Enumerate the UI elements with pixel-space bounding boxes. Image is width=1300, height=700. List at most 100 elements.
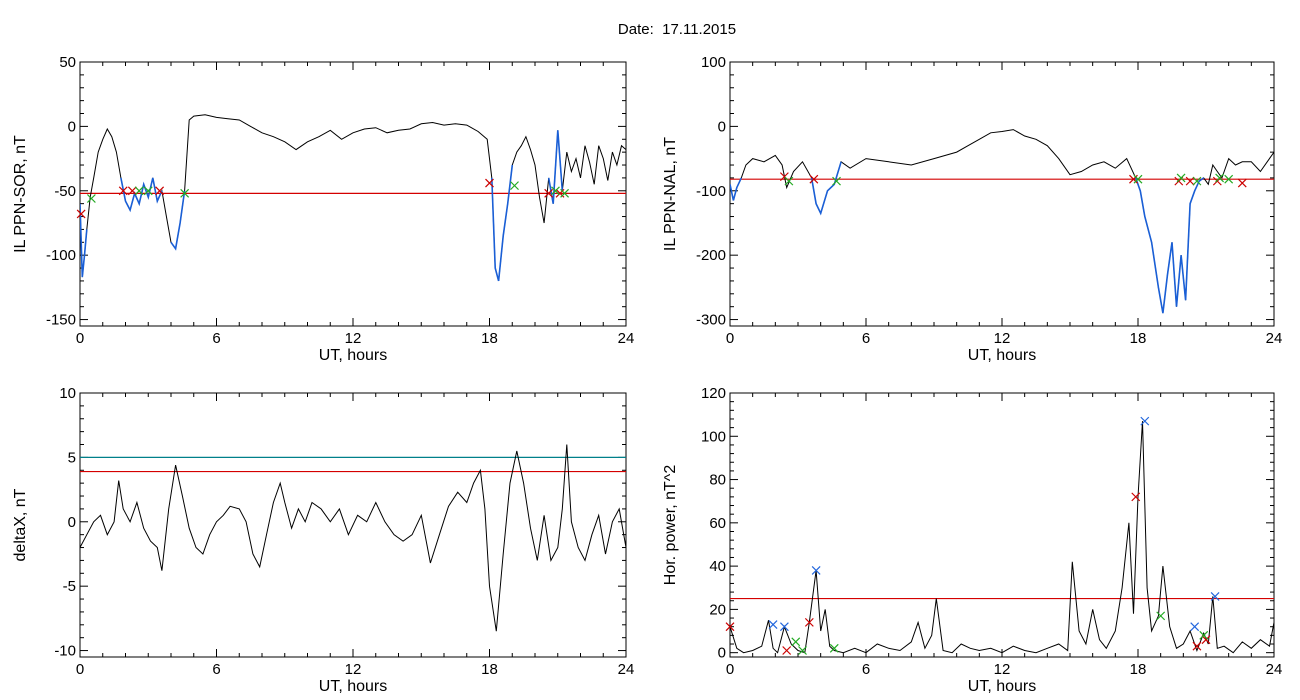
green-cross-marker — [551, 186, 560, 196]
y-axis-label: deltaX, nT — [12, 488, 29, 561]
blue-cross-marker — [811, 566, 821, 575]
green-cross-marker — [1192, 176, 1202, 186]
y-tick-label: 0 — [718, 645, 726, 662]
series-line — [80, 444, 626, 632]
event-segment — [730, 177, 743, 201]
x-tick-label: 6 — [212, 330, 220, 347]
y-tick-label: 0 — [68, 118, 76, 135]
x-tick-label: 18 — [1130, 661, 1147, 678]
green-cross-marker — [1224, 174, 1234, 184]
green-cross-marker — [180, 188, 190, 198]
red-cross-marker — [809, 174, 819, 184]
x-tick-label: 24 — [1266, 661, 1283, 678]
y-tick-label: 40 — [709, 558, 726, 575]
x-tick-label: 18 — [481, 661, 498, 678]
y-tick-label: 10 — [59, 385, 76, 402]
green-cross-marker — [1133, 174, 1143, 184]
green-cross-marker — [829, 643, 839, 653]
x-tick-label: 12 — [345, 661, 362, 678]
red-cross-marker — [485, 178, 494, 188]
red-cross-marker — [1131, 492, 1141, 502]
panel-deltax: 0 6 12 18 24 10 5 0 -5 -10 UT, hours deltaX, nT — [12, 385, 634, 695]
green-cross-marker — [86, 194, 96, 203]
red-cross-marker — [1192, 641, 1202, 651]
axes-frame — [729, 392, 1275, 658]
axes-frame — [79, 61, 627, 327]
x-tick-label: 6 — [862, 330, 870, 347]
x-tick-label: 18 — [481, 330, 498, 347]
y-tick-label: 120 — [701, 385, 726, 402]
series-line — [730, 129, 1274, 314]
event-segment — [1134, 177, 1205, 314]
red-cross-marker — [804, 617, 814, 627]
red-cross-marker — [1185, 176, 1195, 186]
event-segment — [170, 190, 186, 251]
x-tick-label: 6 — [862, 661, 870, 678]
x-tick-label: 0 — [726, 330, 734, 347]
red-cross-marker — [1237, 178, 1247, 188]
panel-hor-power: 0 6 12 18 24 120 100 80 60 40 20 0 UT, hours Hor. pow… — [662, 385, 1282, 695]
green-cross-marker — [798, 646, 807, 655]
x-tick-label: 0 — [76, 661, 84, 678]
green-cross-marker — [143, 186, 153, 196]
x-tick-label: 0 — [76, 330, 84, 347]
y-tick-label: 0 — [68, 514, 76, 531]
green-cross-marker — [510, 181, 519, 191]
y-tick-label: -10 — [54, 643, 76, 660]
y-tick-label: -200 — [696, 247, 726, 264]
x-tick-label: 6 — [212, 661, 220, 678]
x-tick-label: 12 — [994, 661, 1011, 678]
green-cross-marker — [560, 188, 569, 198]
red-cross-marker — [1201, 635, 1211, 645]
axes-frame — [729, 61, 1275, 327]
green-cross-marker — [134, 186, 144, 196]
figure-title: Date: 17.11.2015 — [618, 21, 736, 38]
green-cross-marker — [1199, 630, 1209, 640]
y-tick-label: 50 — [59, 54, 76, 71]
y-tick-label: -150 — [46, 312, 76, 329]
red-cross-marker — [118, 186, 128, 196]
x-tick-label: 24 — [1266, 330, 1283, 347]
x-tick-label: 24 — [618, 661, 635, 678]
y-axis-label: IL PPN-SOR, nT — [12, 135, 29, 253]
y-tick-label: 100 — [701, 54, 726, 71]
y-tick-label: -300 — [696, 312, 726, 329]
event-segment — [810, 161, 842, 216]
y-tick-label: 0 — [718, 118, 726, 135]
blue-cross-marker — [1210, 591, 1220, 601]
series-line — [730, 421, 1274, 654]
y-axis-label: IL PPN-NAL, nT — [662, 137, 679, 251]
x-axis-label: UT, hours — [319, 678, 387, 695]
y-tick-label: -50 — [54, 183, 76, 200]
y-tick-label: -5 — [63, 578, 76, 595]
y-tick-label: 60 — [709, 515, 726, 532]
x-axis-label: UT, hours — [968, 678, 1036, 695]
x-tick-label: 0 — [726, 661, 734, 678]
red-cross-marker — [544, 188, 554, 198]
panel-ppn-sor: 0 6 12 18 24 50 0 -50 -100 -150 UT, hours IL PPN-SO… — [12, 54, 634, 364]
y-tick-label: 100 — [701, 428, 726, 445]
y-tick-label: 20 — [709, 601, 726, 618]
y-tick-label: 5 — [68, 449, 76, 466]
series-line — [80, 114, 626, 282]
y-axis-label: Hor. power, nT^2 — [662, 465, 679, 586]
red-cross-marker — [155, 186, 165, 196]
event-segment — [80, 203, 88, 278]
blue-cross-marker — [779, 622, 789, 632]
y-tick-label: -100 — [696, 183, 726, 200]
x-tick-label: 24 — [618, 330, 635, 347]
red-cross-marker — [782, 646, 792, 655]
red-cross-marker — [725, 622, 735, 632]
green-cross-marker — [1156, 611, 1166, 621]
green-cross-marker — [832, 176, 841, 186]
green-cross-marker — [784, 176, 794, 186]
x-axis-label: UT, hours — [968, 347, 1036, 364]
panel-ppn-nal: 0 6 12 18 24 100 0 -100 -200 -300 UT, hours IL PPN-… — [662, 54, 1282, 364]
green-cross-marker — [791, 637, 801, 647]
event-segment — [491, 164, 514, 282]
blue-cross-marker — [1190, 622, 1200, 632]
event-segment — [120, 177, 163, 213]
blue-cross-marker — [768, 620, 778, 629]
red-cross-marker — [76, 209, 86, 219]
